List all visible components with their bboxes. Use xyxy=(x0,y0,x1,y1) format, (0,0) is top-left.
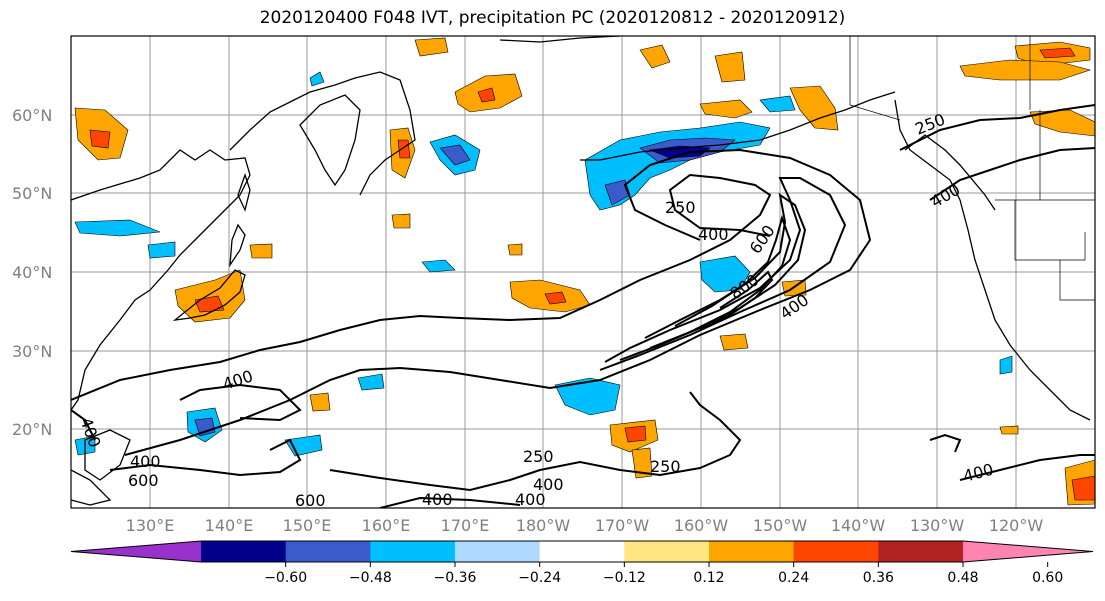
lon-label: 160°W xyxy=(674,516,729,535)
colorbar-tick-label: −0.12 xyxy=(603,570,646,586)
colorbar-tick-label: −0.60 xyxy=(264,570,307,586)
contour-label: 600 xyxy=(128,471,159,490)
latitude-labels: 60°N 50°N 40°N 30°N 20°N xyxy=(12,106,52,439)
lat-label: 50°N xyxy=(12,184,52,203)
contour-label: 400 xyxy=(422,490,453,509)
lat-label: 40°N xyxy=(12,263,52,282)
map-title: 2020120400 F048 IVT, precipitation PC (2… xyxy=(259,8,846,28)
colorbar-segment xyxy=(285,541,371,562)
colorbar-segment xyxy=(539,541,625,562)
lon-label: 140°E xyxy=(205,516,254,535)
contour-label: 250 xyxy=(650,457,681,476)
lon-label: 180°W xyxy=(516,516,571,535)
colorbar-segment xyxy=(793,541,879,562)
lon-label: 140°W xyxy=(831,516,886,535)
colorbar-tick-label: 0.60 xyxy=(1032,570,1063,586)
lon-label: 170°E xyxy=(441,516,490,535)
contour-label: 400 xyxy=(130,452,161,471)
colorbar-tick-label: −0.36 xyxy=(434,570,477,586)
colorbar-tick-label: −0.48 xyxy=(349,570,392,586)
colorbar-tick-label: −0.24 xyxy=(518,570,561,586)
lon-label: 130°E xyxy=(126,516,175,535)
colorbar-segment xyxy=(201,541,287,562)
colorbar-tick-label: 0.12 xyxy=(693,570,724,586)
ivt-contours xyxy=(71,104,1095,508)
coastlines xyxy=(71,36,1091,506)
lon-label: 150°E xyxy=(283,516,332,535)
colorbar-segment xyxy=(71,541,201,562)
contour-label: 400 xyxy=(698,225,729,244)
colorbar-segment xyxy=(878,541,964,562)
lon-label: 170°W xyxy=(595,516,650,535)
contour-label: 400 xyxy=(515,490,546,509)
lon-label: 120°W xyxy=(989,516,1044,535)
longitude-labels: 130°E 140°E 150°E 160°E 170°E 180°W 170°… xyxy=(126,516,1044,535)
lat-label: 20°N xyxy=(12,420,52,439)
lat-label: 30°N xyxy=(12,342,52,361)
lon-label: 160°E xyxy=(362,516,411,535)
colorbar-segment xyxy=(624,541,710,562)
colorbar-segment xyxy=(455,541,541,562)
colorbar-segment xyxy=(709,541,795,562)
lon-label: 150°W xyxy=(753,516,808,535)
contour-label: 600 xyxy=(295,491,326,510)
contour-label: 400 xyxy=(533,475,564,494)
contour-label: 250 xyxy=(665,198,696,217)
colorbar-tick-label: 0.48 xyxy=(947,570,978,586)
colorbar-segment xyxy=(963,541,1093,562)
contour-label: 250 xyxy=(523,447,554,466)
graticule xyxy=(71,36,1095,508)
colorbar: −0.60 −0.48 −0.36 −0.24 −0.12 0.12 0.24 0.36 0.4… xyxy=(70,540,1094,586)
political-borders xyxy=(849,36,1095,301)
colorbar-tick-label: 0.24 xyxy=(778,570,809,586)
map-frame xyxy=(70,35,1096,509)
lon-label: 130°W xyxy=(910,516,965,535)
colorbar-segment xyxy=(370,541,456,562)
colorbar-tick-label: 0.36 xyxy=(863,570,894,586)
precip-negative-anomalies xyxy=(74,71,1013,457)
colorbar-outline xyxy=(70,540,1094,563)
lat-label: 60°N xyxy=(12,106,52,125)
